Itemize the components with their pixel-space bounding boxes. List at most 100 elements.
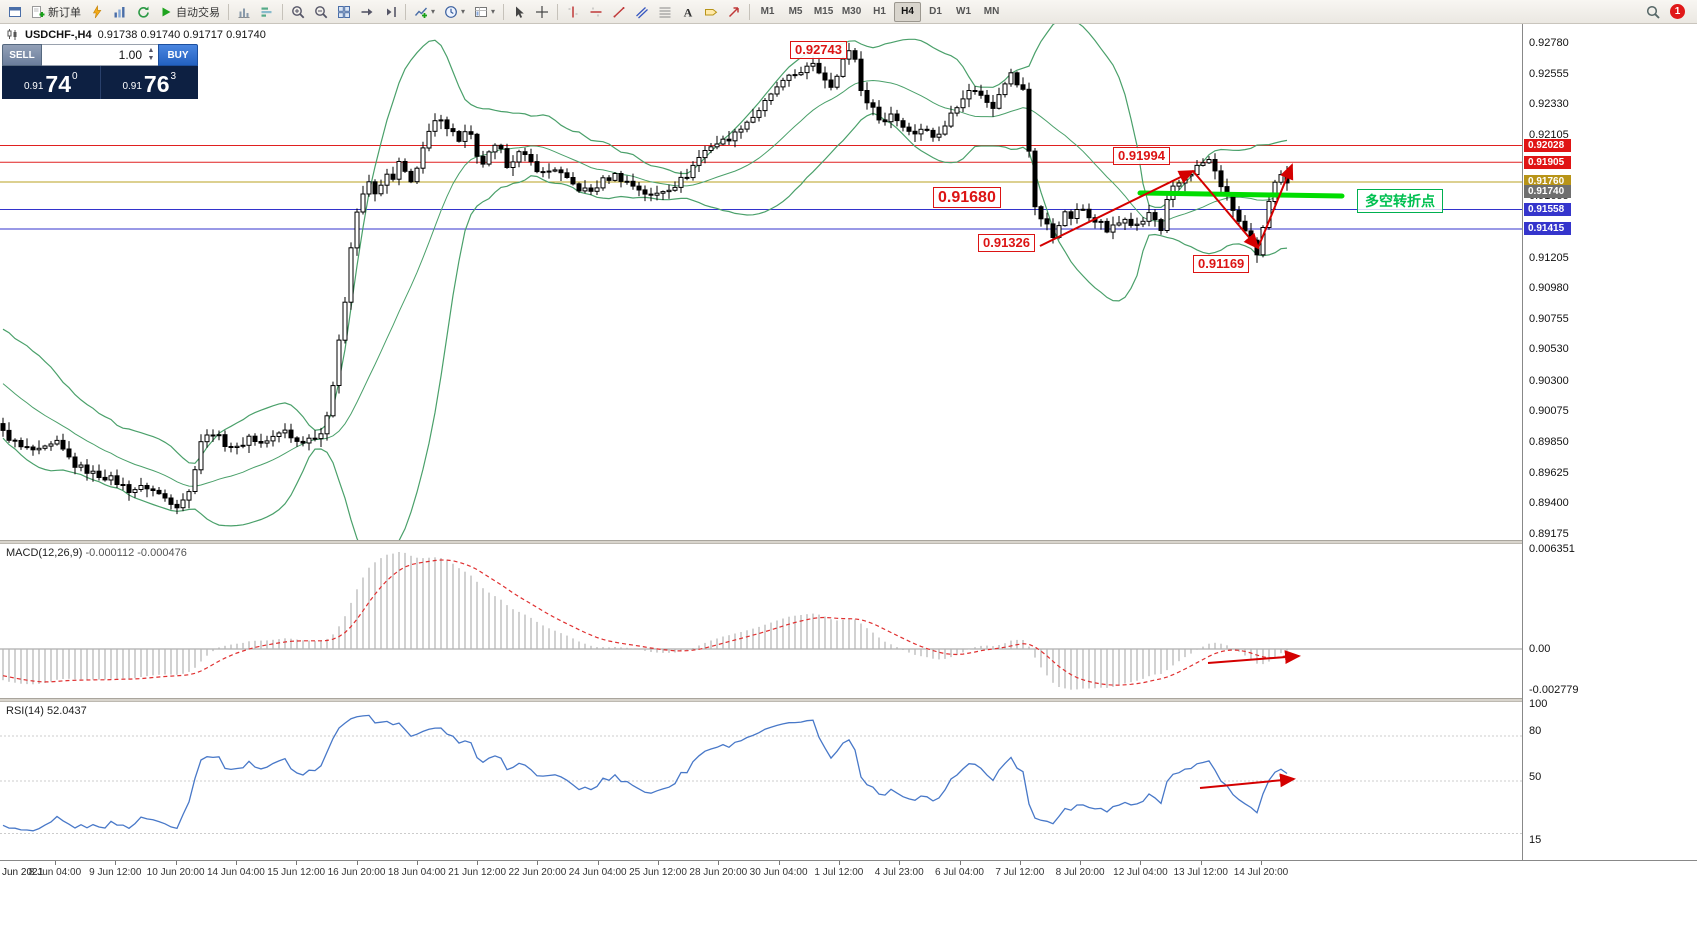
refresh-button[interactable] [132,1,154,23]
toolbar-separator [282,3,283,20]
price-callout[interactable]: 0.91680 [933,187,1001,208]
arrow-icon [729,6,739,17]
alerts-icon [92,4,102,18]
arrows-button[interactable] [723,1,745,23]
price-chart[interactable] [0,24,1522,540]
toolbar: 新订单 自动交易 ▾ ▾ ▾ A M1 M5 M15 M30 H1 H4 D1 W1 MN 1 [0,0,1697,24]
rsi-annotation-arrow[interactable] [1199,773,1296,789]
cursor-button[interactable] [508,1,530,23]
fibonacci-button[interactable] [654,1,676,23]
rsi-panel[interactable] [0,702,1522,860]
volumes-button[interactable] [233,1,255,23]
price-level-tag: 0.92028 [1524,138,1571,152]
timeframe-m15-button[interactable]: M15 [813,6,834,17]
text-button[interactable]: A [677,1,699,23]
time-tick [597,861,599,865]
stepper-down-icon[interactable]: ▼ [147,55,155,62]
buy-price[interactable]: 0.91 76 3 [101,66,199,99]
time-tick [1200,861,1202,865]
timeframe-h1-button[interactable]: H1 [873,6,886,17]
timeframe-mn-button[interactable]: MN [983,6,1000,17]
time-tick [838,861,840,865]
timeframe-m30-button[interactable]: M30 [841,6,862,17]
price-callout[interactable]: 0.91169 [1193,255,1250,273]
rsi-levels [0,735,1522,834]
price-callout[interactable]: 0.92743 [790,41,847,59]
price-tick-label: 0.90300 [1529,374,1569,387]
horizontal-level-lines[interactable] [0,145,1522,230]
trend-arrow[interactable] [1257,163,1294,249]
rsi-line [2,714,1288,832]
panel-separator[interactable] [0,698,1697,702]
crosshair-button[interactable] [531,1,553,23]
price-tick-label: 0.89625 [1529,466,1569,479]
auto-scroll-button[interactable] [356,1,378,23]
volume-box: ▲ ▼ [42,44,158,66]
timeframe-m1-button[interactable]: M1 [760,6,775,17]
template-icon [475,6,488,17]
zoom-in-icon [292,5,305,18]
macd-axis-label: -0.002779 [1529,684,1579,696]
svg-text:A: A [684,5,693,19]
support-trendline[interactable] [1137,190,1345,199]
indicators-button[interactable]: ▾ [410,1,439,23]
cursor-icon [516,6,524,18]
vertical-line-button[interactable] [562,1,584,23]
volume-input[interactable] [42,47,144,63]
label-icon [705,8,718,15]
trendline-button[interactable] [608,1,630,23]
tile-windows-button[interactable] [333,1,355,23]
trend-arrow[interactable] [1192,170,1260,250]
sell-button[interactable]: SELL [2,44,42,66]
time-label: 6 Jul 04:00 [935,867,984,878]
panel-separator[interactable] [0,540,1697,544]
dropdown-arrow-icon: ▾ [491,7,496,16]
periods-button[interactable]: ▾ [440,1,469,23]
time-tick [1080,861,1082,865]
toolbar-separator [405,3,406,20]
new-order-button[interactable]: 新订单 [27,1,85,23]
turning-point-note[interactable]: 多空转折点 [1357,189,1443,213]
time-label: 15 Jun 12:00 [267,867,326,878]
sell-price[interactable]: 0.91 74 0 [2,66,101,99]
label-button[interactable] [700,1,722,23]
trendline-icon [613,6,625,18]
price-callout[interactable]: 0.91326 [978,234,1035,252]
zoom-in-button[interactable] [287,1,309,23]
price-tick-label: 0.89850 [1529,436,1569,449]
search-button[interactable] [1642,1,1664,23]
crosshair-icon [536,5,549,18]
templates-button[interactable]: ▾ [470,1,499,23]
rsi-label: RSI(14) [6,705,44,717]
horizontal-line-button[interactable] [585,1,607,23]
timeframe-w1-button[interactable]: W1 [956,6,972,17]
stepper-up-icon[interactable]: ▲ [147,46,155,54]
chart-ohlc-header: USDCHF-,H4 0.91738 0.91740 0.91717 0.917… [6,28,266,41]
timeframe-m5-button[interactable]: M5 [788,6,803,17]
macd-annotation-arrow[interactable] [1207,650,1301,665]
dropdown-arrow-icon: ▾ [431,7,436,16]
timeframe-d1-button[interactable]: D1 [929,6,942,17]
price-callout[interactable]: 0.91994 [1113,147,1170,165]
market-depth-button[interactable] [256,1,278,23]
rsi-axis-label: 50 [1529,771,1542,783]
buy-button[interactable]: BUY [158,44,198,66]
search-icon [1646,5,1660,19]
sell-price-prefix: 0.91 [23,81,44,92]
channel-button[interactable] [631,1,653,23]
macd-label: MACD(12,26,9) [6,547,83,559]
price-tick-label: 0.92555 [1529,67,1569,80]
timeframe-h4-button[interactable]: H4 [894,1,922,22]
time-label: 12 Jul 04:00 [1113,867,1168,878]
trend-arrow[interactable] [1039,170,1195,247]
notification-badge[interactable]: 1 [1670,4,1685,19]
chart-shift-button[interactable] [379,1,401,23]
zoom-out-button[interactable] [310,1,332,23]
volume-stepper[interactable]: ▲ ▼ [144,47,158,64]
alerts-icon[interactable] [86,1,108,23]
bollinger-bands[interactable] [2,24,1288,540]
new-chart-button[interactable] [109,1,131,23]
macd-panel[interactable] [0,544,1522,698]
autotrading-button[interactable]: 自动交易 [155,1,224,23]
